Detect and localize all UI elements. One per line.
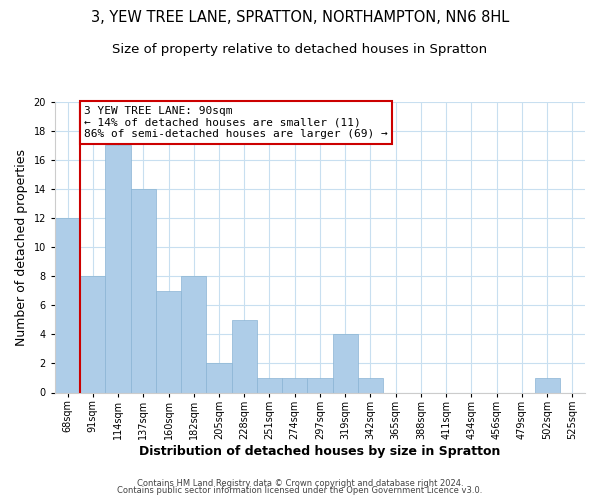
Bar	[55, 218, 80, 392]
Bar	[80, 276, 106, 392]
Bar	[206, 364, 232, 392]
Bar	[257, 378, 282, 392]
Bar	[232, 320, 257, 392]
Bar	[282, 378, 307, 392]
Text: Contains public sector information licensed under the Open Government Licence v3: Contains public sector information licen…	[118, 486, 482, 495]
Bar	[358, 378, 383, 392]
Text: Contains HM Land Registry data © Crown copyright and database right 2024.: Contains HM Land Registry data © Crown c…	[137, 478, 463, 488]
X-axis label: Distribution of detached houses by size in Spratton: Distribution of detached houses by size …	[139, 444, 500, 458]
Bar	[131, 189, 156, 392]
Bar	[307, 378, 332, 392]
Bar	[535, 378, 560, 392]
Text: 3, YEW TREE LANE, SPRATTON, NORTHAMPTON, NN6 8HL: 3, YEW TREE LANE, SPRATTON, NORTHAMPTON,…	[91, 10, 509, 25]
Bar	[332, 334, 358, 392]
Bar	[106, 145, 131, 392]
Text: 3 YEW TREE LANE: 90sqm
← 14% of detached houses are smaller (11)
86% of semi-det: 3 YEW TREE LANE: 90sqm ← 14% of detached…	[84, 106, 388, 139]
Bar	[181, 276, 206, 392]
Y-axis label: Number of detached properties: Number of detached properties	[15, 148, 28, 346]
Text: Size of property relative to detached houses in Spratton: Size of property relative to detached ho…	[112, 42, 488, 56]
Bar	[156, 290, 181, 392]
